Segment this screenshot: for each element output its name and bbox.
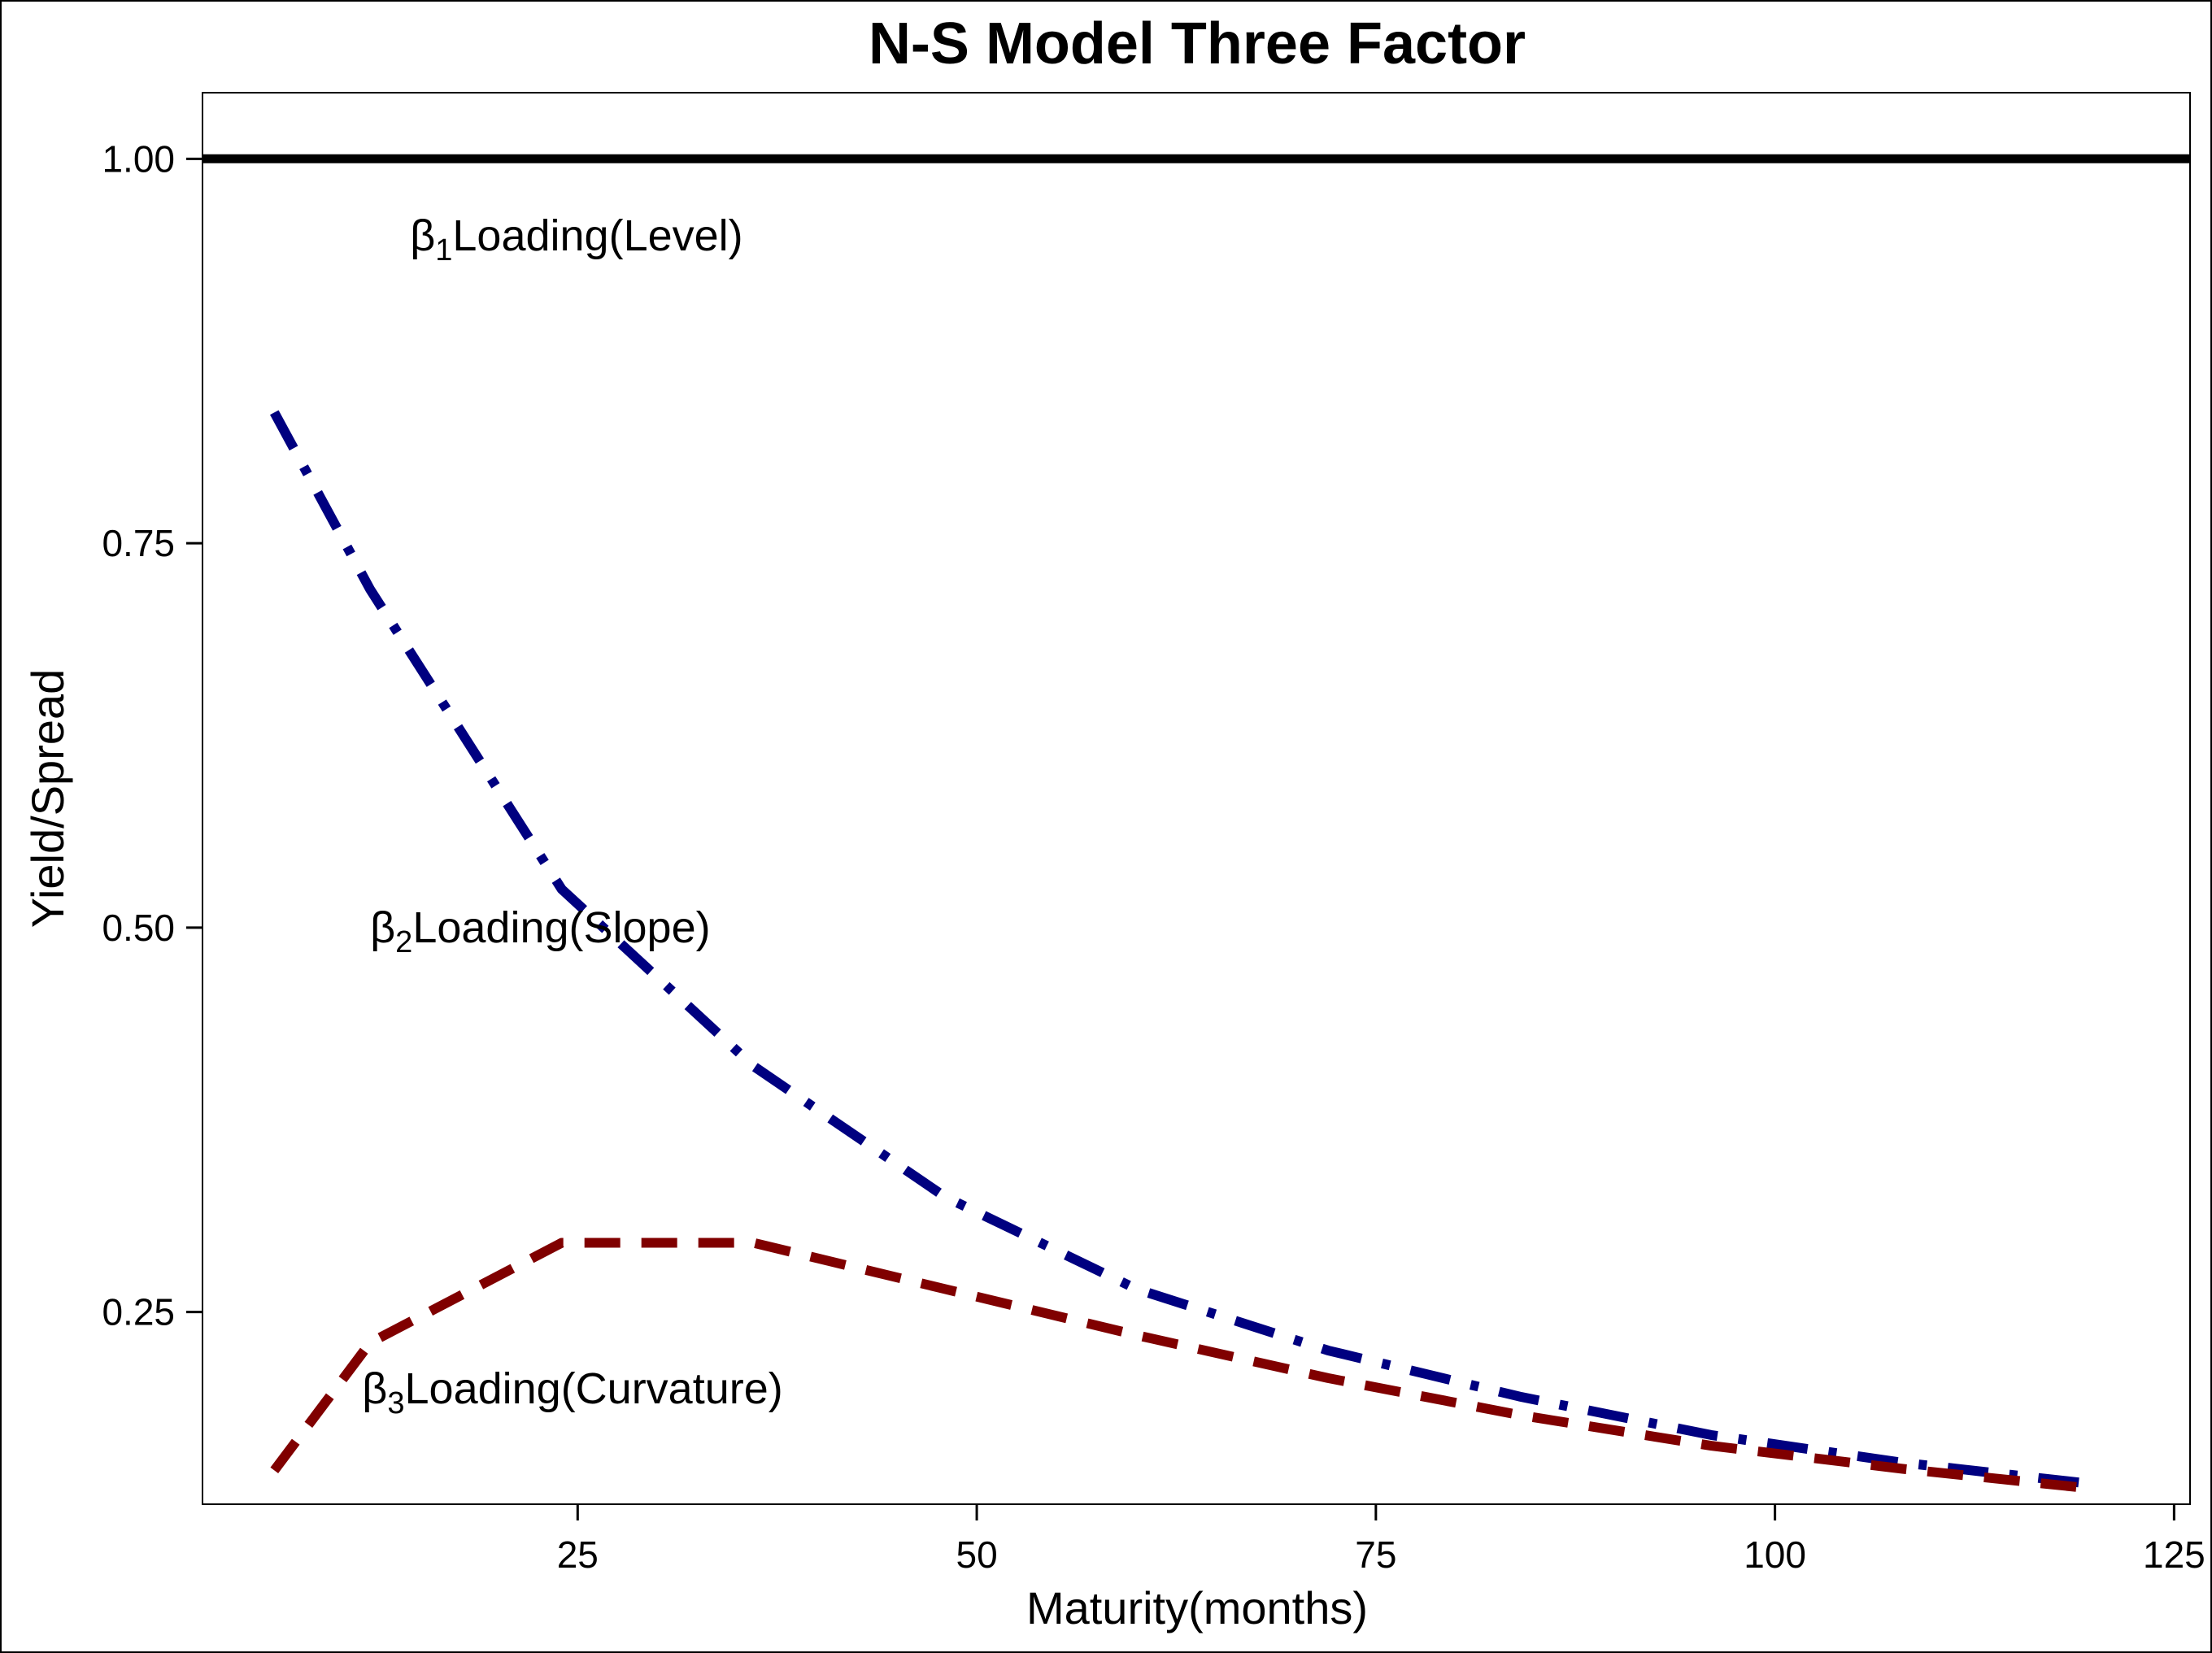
x-tick-label: 125 xyxy=(2143,1533,2205,1576)
annotation-label: β3Loading(Curvature) xyxy=(362,1364,782,1420)
series-line-curvature xyxy=(270,1238,2095,1494)
y-axis-label: Yield/Spread xyxy=(22,669,73,929)
x-tick-label: 75 xyxy=(1355,1533,1396,1576)
y-tick-label: 0.25 xyxy=(102,1291,175,1333)
y-tick-label: 0.50 xyxy=(102,907,175,949)
chart-title: N-S Model Three Factor xyxy=(869,11,1526,76)
x-axis-label: Maturity(months) xyxy=(1026,1582,1368,1633)
x-tick-label: 50 xyxy=(956,1533,997,1576)
y-tick-label: 1.00 xyxy=(102,137,175,180)
series-line-slope xyxy=(270,410,2095,1490)
y-tick-label: 0.75 xyxy=(102,522,175,564)
annotation-layer: β1Loading(Level) β2Loading(Slope) β3Loadin… xyxy=(362,211,782,1420)
x-tick-label: 25 xyxy=(557,1533,599,1576)
annotation-label: β1Loading(Level) xyxy=(410,211,742,268)
annotation-label: β2Loading(Slope) xyxy=(370,903,710,959)
axes: 25 50 75 100 125 0.25 0.50 0.75 1.00 xyxy=(102,137,2205,1576)
series-layer xyxy=(202,154,2190,1494)
plot-area xyxy=(202,92,2191,1505)
x-tick-label: 100 xyxy=(1744,1533,1806,1576)
